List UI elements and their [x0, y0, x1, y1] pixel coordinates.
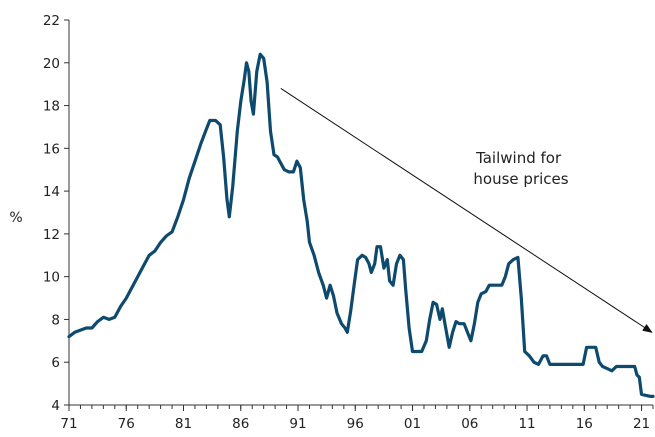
x-tick-label: 76 — [118, 416, 135, 432]
y-tick-label: 10 — [43, 270, 60, 286]
x-tick-label: 91 — [289, 416, 306, 432]
series-line — [67, 52, 655, 398]
y-tick-label: 14 — [43, 184, 60, 200]
y-tick-label: 6 — [51, 355, 60, 371]
y-tick-label: 18 — [43, 99, 60, 115]
x-tick-label: 81 — [175, 416, 192, 432]
x-tick-label: 11 — [518, 416, 535, 432]
x-tick-label: 86 — [232, 416, 249, 432]
trend-arrow — [280, 88, 653, 333]
x-tick-label: 21 — [633, 416, 650, 432]
y-tick-label: 12 — [43, 227, 60, 243]
annotation: Tailwind for house prices — [280, 88, 653, 333]
y-tick-label: 4 — [51, 398, 60, 414]
y-axis: 4 6 8 10 12 14 16 18 20 22 — [43, 13, 70, 414]
plot-area — [67, 52, 655, 398]
annotation-line-2: house prices — [473, 170, 568, 188]
x-tick-label: 01 — [404, 416, 421, 432]
annotation-line-1: Tailwind for — [475, 149, 562, 167]
x-tick-label: 16 — [576, 416, 593, 432]
y-tick-label: 22 — [43, 13, 60, 29]
x-tick-label: 06 — [461, 416, 478, 432]
annotation-text: Tailwind for house prices — [473, 149, 568, 188]
y-tick-label: 16 — [43, 141, 60, 157]
x-tick-label: 96 — [347, 416, 364, 432]
y-axis-title: % — [9, 210, 22, 226]
x-axis: 71 76 81 86 91 96 01 06 11 16 21 — [60, 404, 654, 432]
y-tick-label: 8 — [51, 312, 60, 328]
y-tick-label: 20 — [43, 56, 60, 72]
x-tick-label: 71 — [60, 416, 77, 432]
